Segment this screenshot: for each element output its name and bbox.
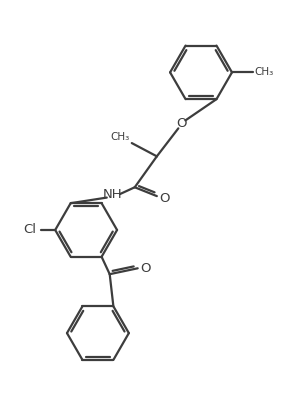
Text: CH₃: CH₃ bbox=[254, 67, 273, 78]
Text: O: O bbox=[159, 192, 170, 205]
Text: Cl: Cl bbox=[23, 223, 36, 236]
Text: O: O bbox=[140, 262, 151, 275]
Text: NH: NH bbox=[103, 188, 123, 201]
Text: CH₃: CH₃ bbox=[110, 132, 129, 142]
Text: O: O bbox=[177, 118, 187, 130]
